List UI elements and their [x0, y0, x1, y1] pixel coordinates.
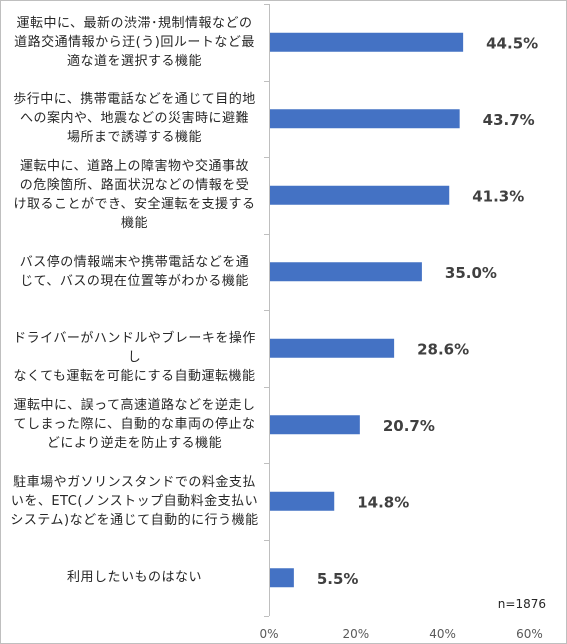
- bar: [270, 568, 294, 588]
- category-label: バス停の情報端末や携帯電話などを通 じて、バスの現在位置等がわかる機能: [7, 253, 262, 291]
- data-label: 28.6%: [417, 340, 469, 358]
- bar: [270, 338, 395, 358]
- category-label-line: 運転中に、道路上の障害物や交通事故: [19, 159, 250, 175]
- data-label: 35.0%: [445, 264, 497, 282]
- data-label: 14.8%: [357, 493, 409, 511]
- category-label: 歩行中に、携帯電話などを通じて目的地 への案内や、地震などの災害時に避難 場所まで誘…: [7, 90, 262, 147]
- category-label: 利用したいものはない: [7, 568, 262, 587]
- bar: [270, 185, 450, 205]
- category-label-line: の危険箇所、路面状況などの情報を受: [19, 178, 250, 194]
- data-label: 41.3%: [472, 187, 524, 205]
- category-label-line: への案内や、地震などの災害時に避難: [19, 111, 250, 127]
- category-label: ドライバーがハンドルやブレーキを操作しなくても運転を可能にする自動運転機能: [7, 329, 262, 386]
- category-label: 駐車場やガソリンスタンドでの料金支払 いを、ETC(ノンストップ自動料金支払い シス…: [7, 473, 262, 530]
- category-label-line: 場所まで誘導する機能: [66, 130, 202, 146]
- category-label-line: じて、バスの現在位置等がわかる機能: [20, 273, 249, 289]
- bar: [270, 32, 464, 52]
- category-label: 運転中に、最新の渋滞･規制情報などの 道路交通情報から迂(う)回ルートなど最 適な道…: [7, 14, 262, 71]
- x-tick-label: 20%: [342, 627, 369, 641]
- category-label-line: バス停の情報端末や携帯電話などを通: [19, 254, 250, 270]
- category-label-line: 歩行中に、携帯電話などを通じて目的地: [13, 92, 256, 108]
- data-label: 5.5%: [317, 570, 359, 588]
- data-label: 44.5%: [486, 34, 538, 52]
- data-label: 43.7%: [483, 111, 535, 129]
- category-label-line: なくても運転を可能にする自動運転機能: [13, 369, 256, 385]
- category-label-line: け取ることができ、安全運転を支援する: [13, 197, 256, 213]
- category-label-line: ドライバーがハンドルやブレーキを操作し: [13, 331, 256, 366]
- data-label: 20.7%: [383, 417, 435, 435]
- category-label-line: 運転中に、最新の渋滞･規制情報などの: [16, 15, 253, 31]
- category-label-line: 駐車場やガソリンスタンドでの料金支払: [13, 474, 256, 490]
- category-label-line: 運転中に、誤って高速道路などを逆走し: [13, 398, 256, 414]
- category-label-line: てしまった際に、自動的な車両の停止な: [13, 417, 256, 433]
- bar: [270, 415, 360, 435]
- category-label-line: 機能: [120, 216, 148, 232]
- sample-size-note: n=1876: [497, 597, 546, 611]
- category-label: 運転中に、道路上の障害物や交通事故 の危険箇所、路面状況などの情報を受 け取ることが…: [7, 157, 262, 233]
- category-label-line: システム)などを通じて自動的に行う機能: [10, 512, 259, 528]
- x-tick-label: 40%: [429, 627, 456, 641]
- x-tick-label: 60%: [516, 627, 543, 641]
- category-label-line: 利用したいものはない: [66, 570, 202, 586]
- x-tick-label: 0%: [259, 627, 278, 641]
- category-label-line: 道路交通情報から迂(う)回ルートなど最: [14, 34, 255, 50]
- category-label-line: いを、ETC(ノンストップ自動料金支払い: [10, 493, 259, 509]
- category-label-line: どにより逆走を防止する機能: [46, 436, 223, 452]
- bar: [270, 262, 422, 282]
- bar: [270, 109, 460, 129]
- category-label-line: 適な道を選択する機能: [66, 53, 202, 69]
- category-label: 運転中に、誤って高速道路などを逆走し てしまった際に、自動的な車両の停止な どにより…: [7, 396, 262, 453]
- bar: [270, 491, 335, 511]
